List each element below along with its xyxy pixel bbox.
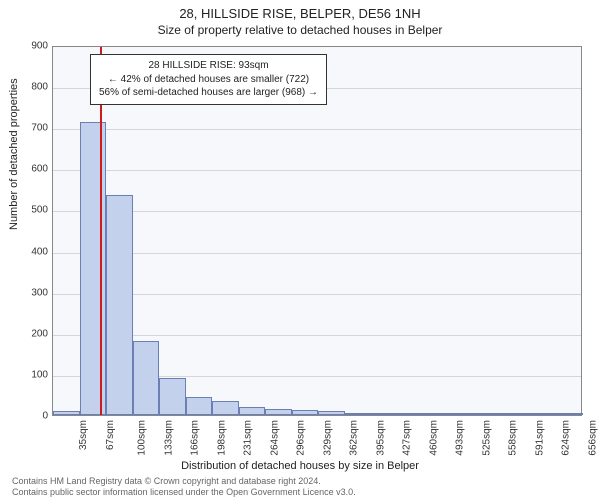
xtick-label: 493sqm — [455, 420, 466, 456]
xtick-label: 166sqm — [190, 420, 201, 456]
histogram-bar — [424, 413, 451, 415]
ytick-label: 100 — [8, 369, 48, 380]
histogram-bar — [265, 409, 292, 415]
histogram-bar — [212, 401, 239, 415]
chart-container: 28 HILLSIDE RISE: 93sqm← 42% of detached… — [52, 46, 582, 416]
xtick-label: 296sqm — [296, 420, 307, 456]
footer-line-2: Contains public sector information licen… — [12, 487, 356, 498]
ytick-label: 600 — [8, 164, 48, 175]
xtick-label: 656sqm — [587, 420, 598, 456]
page-subtitle: Size of property relative to detached ho… — [0, 21, 600, 41]
ytick-label: 300 — [8, 287, 48, 298]
annotation-line: 28 HILLSIDE RISE: 93sqm — [99, 59, 318, 73]
annotation-box: 28 HILLSIDE RISE: 93sqm← 42% of detached… — [90, 54, 327, 105]
histogram-bar — [318, 411, 345, 415]
histogram-bar — [557, 413, 584, 415]
gridline — [53, 170, 581, 171]
xtick-label: 591sqm — [534, 420, 545, 456]
xtick-label: 460sqm — [428, 420, 439, 456]
xtick-label: 198sqm — [216, 420, 227, 456]
histogram-bar — [239, 407, 266, 415]
ytick-label: 900 — [8, 41, 48, 52]
footer-line-1: Contains HM Land Registry data © Crown c… — [12, 476, 356, 487]
ytick-label: 800 — [8, 82, 48, 93]
ytick-label: 200 — [8, 328, 48, 339]
histogram-bar — [159, 378, 186, 415]
histogram-bar — [106, 195, 133, 415]
gridline — [53, 129, 581, 130]
xtick-label: 558sqm — [508, 420, 519, 456]
ytick-label: 0 — [8, 411, 48, 422]
page-title: 28, HILLSIDE RISE, BELPER, DE56 1NH — [0, 0, 600, 21]
footer-attribution: Contains HM Land Registry data © Crown c… — [12, 476, 356, 499]
histogram-bar — [504, 413, 531, 415]
histogram-bar — [133, 341, 160, 415]
xtick-label: 427sqm — [402, 420, 413, 456]
histogram-bar — [451, 413, 478, 415]
ytick-label: 400 — [8, 246, 48, 257]
x-axis-label: Distribution of detached houses by size … — [0, 460, 600, 472]
xtick-label: 264sqm — [269, 420, 280, 456]
xtick-label: 133sqm — [163, 420, 174, 456]
xtick-label: 100sqm — [137, 420, 148, 456]
histogram-bar — [398, 413, 425, 415]
histogram-bar — [477, 413, 504, 415]
ytick-label: 700 — [8, 123, 48, 134]
xtick-label: 624sqm — [561, 420, 572, 456]
histogram-bar — [186, 397, 213, 416]
histogram-bar — [371, 413, 398, 415]
histogram-bar — [53, 411, 80, 415]
xtick-label: 35sqm — [78, 420, 89, 450]
xtick-label: 67sqm — [105, 420, 116, 450]
annotation-line: 56% of semi-detached houses are larger (… — [99, 86, 318, 100]
xtick-label: 231sqm — [243, 420, 254, 456]
ytick-label: 500 — [8, 205, 48, 216]
xtick-label: 362sqm — [349, 420, 360, 456]
histogram-bar — [530, 413, 557, 415]
xtick-label: 329sqm — [322, 420, 333, 456]
xtick-label: 395sqm — [375, 420, 386, 456]
histogram-bar — [292, 410, 319, 415]
histogram-bar — [345, 413, 372, 415]
annotation-line: ← 42% of detached houses are smaller (72… — [99, 73, 318, 87]
xtick-label: 525sqm — [481, 420, 492, 456]
